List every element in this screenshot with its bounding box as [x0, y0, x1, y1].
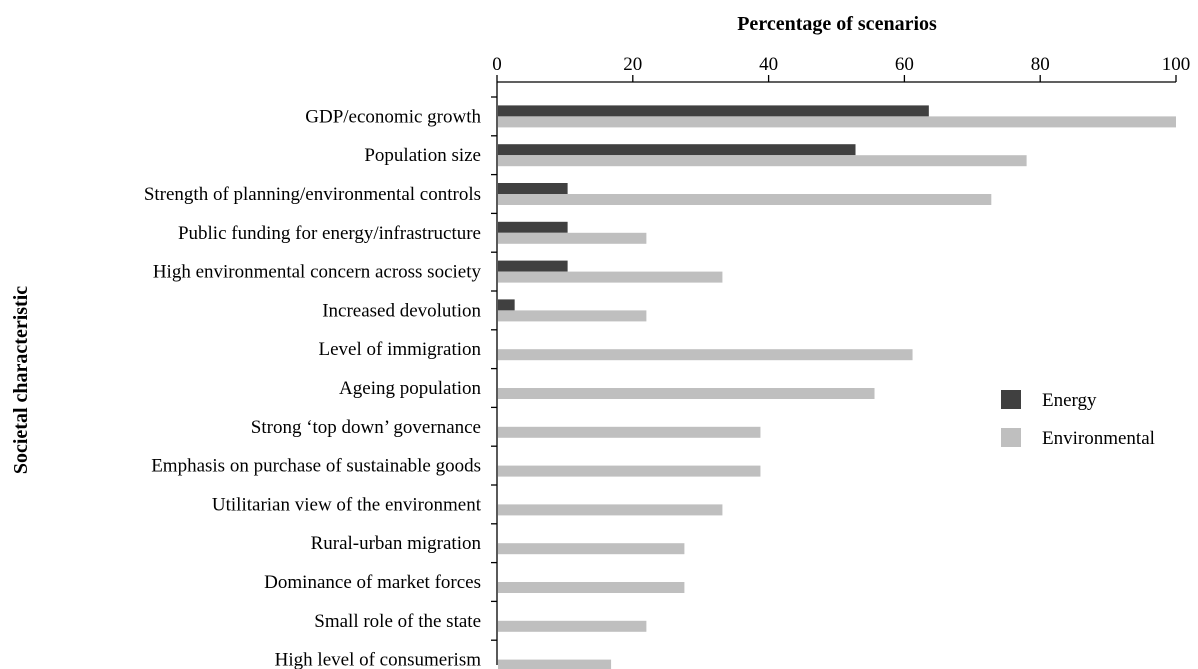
x-tick-label: 100	[1162, 54, 1191, 75]
environmental-bar	[498, 116, 1176, 128]
category-label: Small role of the state	[314, 611, 481, 632]
environmental-bar	[498, 426, 761, 438]
environmental-bar	[498, 232, 647, 244]
energy-bar	[498, 299, 515, 311]
environmental-bar	[498, 543, 685, 555]
energy-bar	[498, 105, 929, 117]
category-label: Strength of planning/environmental contr…	[144, 184, 481, 205]
environmental-bar	[498, 271, 723, 283]
category-label: Public funding for energy/infrastructure	[178, 223, 481, 244]
energy-bar	[498, 260, 568, 272]
environmental-bar	[498, 155, 1027, 167]
y-axis-title: Societal characteristic	[10, 286, 32, 474]
environmental-bar	[498, 582, 685, 593]
x-tick-label: 40	[759, 54, 778, 75]
category-label: Dominance of market forces	[264, 572, 481, 593]
environmental-bar	[498, 194, 992, 205]
legend-label: Environmental	[1042, 428, 1155, 449]
category-label: Utilitarian view of the environment	[212, 494, 482, 515]
environmental-bar	[498, 465, 761, 477]
category-label: High environmental concern across societ…	[153, 262, 482, 283]
x-axis-title: Percentage of scenarios	[737, 13, 937, 35]
legend-swatch	[1001, 390, 1021, 409]
category-label: Strong ‘top down’ governance	[251, 417, 481, 438]
category-label: Ageing population	[339, 378, 481, 399]
energy-bar	[498, 144, 856, 156]
bars	[498, 105, 1176, 669]
category-label: Level of immigration	[318, 339, 481, 360]
x-tick-label: 80	[1031, 54, 1050, 75]
category-label: Emphasis on purchase of sustainable good…	[151, 456, 481, 477]
category-label: High level of consumerism	[275, 650, 482, 669]
legend-label: Energy	[1042, 390, 1097, 411]
x-axis: 0 20 40 60 80 100	[491, 54, 1190, 665]
environmental-bar	[498, 620, 647, 632]
category-labels: GDP/economic growth Population size Streng…	[144, 106, 482, 669]
x-tick-label: 20	[623, 54, 642, 75]
category-label: Population size	[364, 145, 481, 166]
legend-swatch	[1001, 428, 1021, 447]
environmental-bar	[498, 388, 875, 399]
legend: Energy Environmental	[1001, 390, 1155, 449]
category-label: Rural-urban migration	[311, 533, 482, 554]
x-tick-label: 0	[492, 54, 502, 75]
environmental-bar	[498, 504, 723, 516]
category-label: GDP/economic growth	[305, 106, 481, 127]
x-tick-label: 60	[895, 54, 914, 75]
energy-bar	[498, 183, 568, 194]
environmental-bar	[498, 310, 647, 322]
energy-bar	[498, 221, 568, 233]
category-label: Increased devolution	[322, 300, 481, 321]
environmental-bar	[498, 349, 913, 361]
environmental-bar	[498, 659, 612, 669]
